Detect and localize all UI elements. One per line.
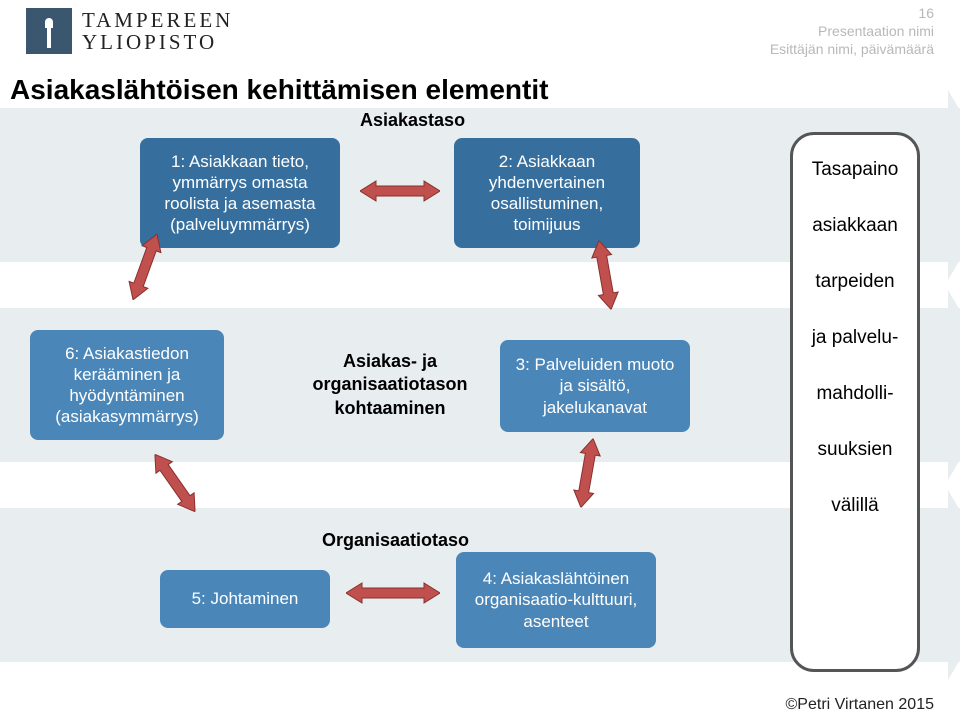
logo-text: TAMPEREEN YLIOPISTO: [82, 9, 233, 53]
box-2: 2: Asiakkaan yhdenvertainen osallistumin…: [454, 138, 640, 248]
row1-label: Asiakastaso: [360, 110, 465, 131]
slide-title: Asiakaslähtöisen kehittämisen elementit: [10, 74, 548, 106]
presenter-name: Esittäjän nimi, päivämäärä: [770, 40, 934, 58]
bidir-arrow-1-2: [360, 178, 440, 204]
credit: ©Petri Virtanen 2015: [786, 696, 934, 714]
box-5: 5: Johtaminen: [160, 570, 330, 628]
balance-word-5: suuksien: [818, 439, 893, 461]
slide-meta: 16 Presentaation nimi Esittäjän nimi, pä…: [770, 4, 934, 59]
bidir-arrow-5-4: [346, 580, 440, 606]
balance-word-1: asiakkaan: [812, 215, 898, 237]
page-number: 16: [770, 4, 934, 22]
balance-word-0: Tasapaino: [812, 159, 899, 181]
row2-label: Asiakas- ja organisaatiotason kohtaamine…: [290, 350, 490, 420]
logo-mark-icon: [26, 8, 72, 54]
box-6: 6: Asiakastiedon kerääminen ja hyödyntäm…: [30, 330, 224, 440]
balance-word-2: tarpeiden: [815, 271, 894, 293]
box-1: 1: Asiakkaan tieto, ymmärrys omasta rool…: [140, 138, 340, 248]
logo: TAMPEREEN YLIOPISTO: [26, 8, 233, 54]
balance-box: Tasapaino asiakkaan tarpeiden ja palvelu…: [790, 132, 920, 672]
logo-line2: YLIOPISTO: [82, 31, 233, 53]
balance-word-6: välillä: [831, 495, 879, 517]
logo-line1: TAMPEREEN: [82, 9, 233, 31]
box-3: 3: Palveluiden muoto ja sisältö, jakeluk…: [500, 340, 690, 432]
row3-label: Organisaatiotaso: [322, 530, 469, 551]
balance-word-3: ja palvelu-: [812, 327, 899, 349]
presentation-name: Presentaation nimi: [770, 22, 934, 40]
balance-word-4: mahdolli-: [816, 383, 893, 405]
box-4: 4: Asiakaslähtöinen organisaatio-kulttuu…: [456, 552, 656, 648]
